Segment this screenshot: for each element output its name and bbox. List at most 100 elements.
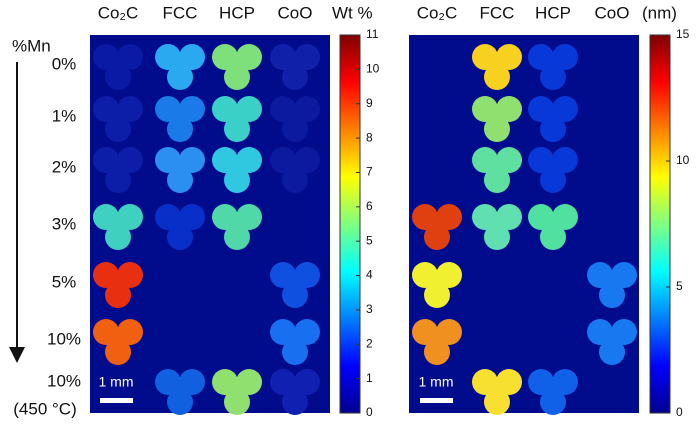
- phase-map: [93, 319, 143, 365]
- phase-map: [270, 369, 320, 415]
- lobe: [169, 106, 191, 128]
- lobe: [284, 157, 306, 179]
- phase-map: [155, 44, 205, 90]
- tick-label: 2: [366, 336, 373, 350]
- column-header: HCP: [219, 3, 255, 22]
- phase-map: [93, 262, 143, 308]
- lobe: [107, 329, 129, 351]
- phase-map: [93, 96, 143, 142]
- tick-label: 10: [676, 153, 690, 167]
- phase-map: [155, 96, 205, 142]
- lobe: [169, 157, 191, 179]
- row-label: 2%: [52, 157, 77, 176]
- lobe: [107, 106, 129, 128]
- phase-map: [270, 147, 320, 193]
- lobe: [107, 214, 129, 236]
- tick-label: 7: [366, 165, 373, 179]
- lobe: [226, 106, 248, 128]
- phase-map: [528, 44, 578, 90]
- tick-label: 1: [366, 371, 373, 385]
- column-header: CoO: [278, 3, 313, 22]
- phase-map: [270, 262, 320, 308]
- lobe: [426, 272, 448, 294]
- lobe: [226, 379, 248, 401]
- phase-map: [472, 147, 522, 193]
- colorbar-label: (nm): [642, 3, 677, 22]
- column-header: HCP: [535, 3, 571, 22]
- phase-map: [472, 96, 522, 142]
- lobe: [169, 379, 191, 401]
- phase-map: [212, 147, 262, 193]
- scale-bar: [420, 398, 453, 403]
- maps: [93, 44, 637, 415]
- tick-label: 3: [366, 302, 373, 316]
- lobe: [426, 329, 448, 351]
- scale-bar: [100, 398, 133, 403]
- scale-bar-label: 1 mm: [99, 374, 134, 390]
- phase-map: [212, 369, 262, 415]
- lobe: [107, 272, 129, 294]
- lobe: [284, 54, 306, 76]
- lobe: [542, 106, 564, 128]
- tick-label: 4: [366, 268, 373, 282]
- lobe: [486, 106, 508, 128]
- lobe: [284, 106, 306, 128]
- lobe: [542, 379, 564, 401]
- row-axis-label: %Mn: [12, 36, 51, 55]
- lobe: [284, 272, 306, 294]
- tick-label: 9: [366, 96, 373, 110]
- lobe: [601, 272, 623, 294]
- lobe: [169, 54, 191, 76]
- row-label: 5%: [52, 272, 77, 291]
- phase-map: [587, 319, 637, 365]
- phase-map: [93, 147, 143, 193]
- tick-label: 5: [676, 279, 683, 293]
- column-header: FCC: [480, 3, 515, 22]
- phase-map: [212, 44, 262, 90]
- lobe: [486, 379, 508, 401]
- phase-map: [472, 204, 522, 250]
- column-header: CoO: [595, 3, 630, 22]
- column-header: FCC: [163, 3, 198, 22]
- phase-map: [270, 44, 320, 90]
- phase-map: [270, 96, 320, 142]
- scale-bar-label: 1 mm: [419, 374, 454, 390]
- tick-label: 10: [366, 62, 380, 76]
- column-header: Co₂C: [417, 3, 458, 22]
- phase-map: [93, 44, 143, 90]
- lobe: [426, 214, 448, 236]
- row-label: 3%: [52, 214, 77, 233]
- lobe: [226, 54, 248, 76]
- phase-map: [270, 319, 320, 365]
- lobe: [486, 214, 508, 236]
- colorbar: [649, 34, 671, 414]
- lobe: [542, 157, 564, 179]
- phase-map: [155, 369, 205, 415]
- lobe: [226, 157, 248, 179]
- phase-map: [528, 369, 578, 415]
- lobe: [542, 214, 564, 236]
- phase-map: [528, 204, 578, 250]
- row-label: 1%: [52, 106, 77, 125]
- phase-map: [472, 44, 522, 90]
- phase-map: [528, 96, 578, 142]
- phase-map: [212, 204, 262, 250]
- lobe: [284, 379, 306, 401]
- column-header: Co₂C: [98, 3, 139, 22]
- lobe: [107, 54, 129, 76]
- colorbar-label: Wt %: [332, 3, 373, 22]
- lobe: [486, 157, 508, 179]
- lobe: [169, 214, 191, 236]
- phase-map: [587, 262, 637, 308]
- row-label: 10%: [47, 371, 81, 390]
- phase-map: [472, 369, 522, 415]
- lobe: [486, 54, 508, 76]
- lobe: [226, 214, 248, 236]
- lobe: [107, 157, 129, 179]
- row-label: 10%: [47, 329, 81, 348]
- row-label: 0%: [52, 54, 77, 73]
- lobe: [284, 329, 306, 351]
- phase-map: [212, 96, 262, 142]
- tick-label: 0: [676, 405, 683, 419]
- tick-label: 15: [676, 27, 690, 41]
